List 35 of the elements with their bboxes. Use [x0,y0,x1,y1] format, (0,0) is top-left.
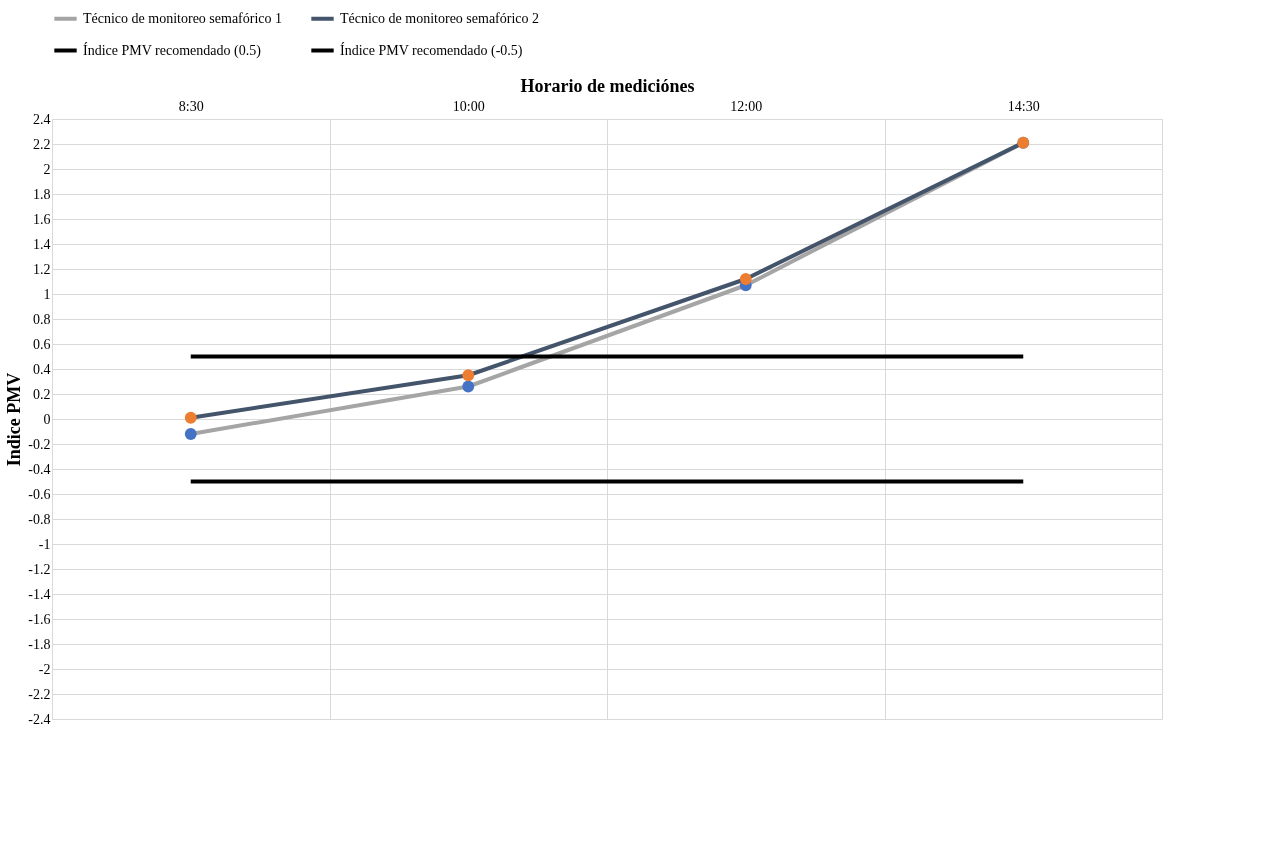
y-tick-label: 1.6 [33,211,51,227]
y-tick-label: 0.4 [33,361,51,377]
y-tick-label: -1.4 [28,586,51,602]
y-tick-label: 2.4 [33,111,51,127]
y-tick-label: -0.6 [28,486,51,502]
x-tick-label: 12:00 [730,98,763,114]
y-tick-label: 1.8 [33,186,51,202]
y-tick-label: 0 [43,411,51,427]
y-tick-label: 1.4 [33,236,51,252]
y-tick-label: -1.8 [28,636,51,652]
y-tick-label: 1.2 [33,261,51,277]
y-tick-label: 0.6 [33,336,51,352]
y-tick-label: 0.8 [33,311,51,327]
legend-label: Índice PMV recomendado (-0.5) [340,41,523,59]
x-tick-label: 10:00 [452,98,485,114]
y-tick-label: 0.2 [33,386,51,402]
y-tick-label: -1.2 [28,561,51,577]
y-tick-label: 1 [43,286,51,302]
y-tick-label: -1 [38,536,51,552]
y-axis-title: Indice PMV [4,372,25,467]
y-tick-label: 2.2 [33,136,51,152]
x-axis-title: Horario de mediciónes [520,75,695,96]
x-tick-label: 14:30 [1007,98,1040,114]
y-tick-label: -2.4 [28,711,51,727]
y-tick-label: -1.6 [28,611,51,627]
y-tick-label: -2 [38,661,51,677]
y-tick-label: 2 [43,161,51,177]
y-tick-label: -0.8 [28,511,51,527]
y-tick-label: -0.4 [28,461,51,477]
legend-label: Índice PMV recomendado (0.5) [83,41,262,59]
x-tick-label: 8:30 [178,98,204,114]
legend-label: Técnico de monitoreo semafórico 2 [340,10,540,26]
legend-label: Técnico de monitoreo semafórico 1 [83,10,283,26]
y-tick-label: -2.2 [28,686,51,702]
y-tick-label: -0.2 [28,436,51,452]
